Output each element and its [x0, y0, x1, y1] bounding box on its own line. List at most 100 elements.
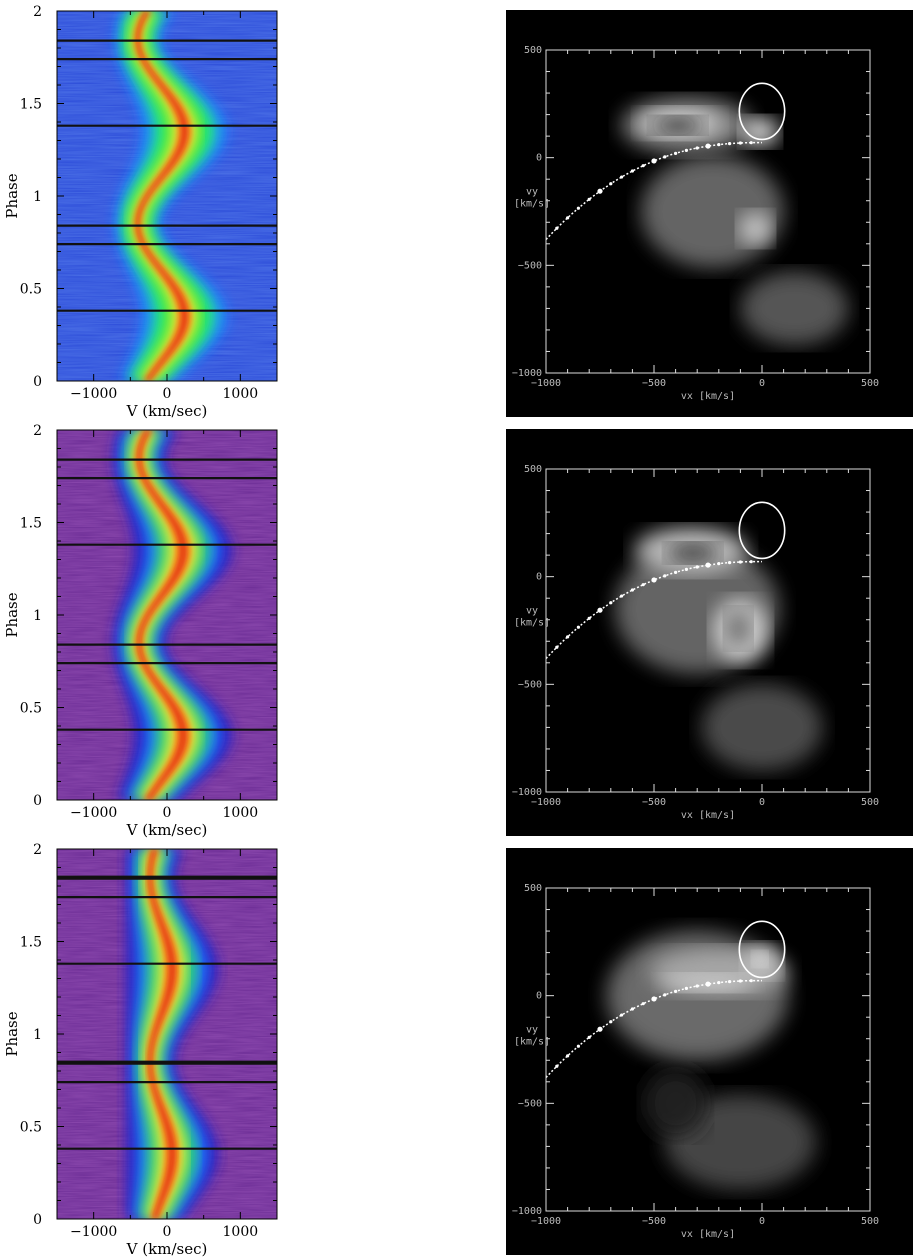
- x-tick-label: 1000: [223, 1224, 259, 1240]
- x-tick-label: −1000: [70, 386, 117, 402]
- y-tick-label: 0: [536, 572, 542, 583]
- x-axis-label: vx [km/s]: [681, 1229, 735, 1240]
- roche-lobe-circle: [738, 82, 786, 141]
- stream-marker: [630, 1007, 635, 1011]
- x-axis-label: V (km/sec): [126, 1240, 208, 1258]
- stream-marker: [609, 1020, 613, 1024]
- stream-marker: [728, 980, 732, 984]
- y-tick-label: 500: [524, 45, 542, 56]
- y-tick-label: −500: [518, 1098, 542, 1109]
- y-tick-label: 0.5: [20, 282, 42, 298]
- stream-marker: [705, 981, 711, 987]
- emission-blob: [666, 543, 719, 563]
- trailed-spectrum-panel-1: −1000 0 1000 0 0.5 1 1.5 2 V (km/sec) Phase: [3, 4, 278, 420]
- emission-band: [137, 849, 197, 1219]
- stream-marker: [717, 143, 721, 147]
- y-axis-label-unit: [km/s]: [514, 199, 550, 210]
- roche-lobe-circle: [738, 501, 786, 560]
- y-axis-label: Phase: [3, 1011, 21, 1056]
- y-tick-label: −500: [518, 679, 542, 690]
- tomogram-image: [621, 97, 849, 346]
- x-tick-label: −500: [642, 797, 666, 808]
- stream-marker: [695, 146, 699, 150]
- y-tick-label: −1000: [512, 368, 542, 379]
- emission-band: [145, 849, 181, 1219]
- x-tick-label: 0: [759, 1216, 765, 1227]
- stream-marker: [663, 155, 667, 159]
- x-tick-label: −500: [642, 378, 666, 389]
- stream-marker: [705, 562, 711, 568]
- stream-marker: [566, 216, 570, 220]
- y-axis-label-unit: [km/s]: [514, 1037, 550, 1048]
- x-axis-label: V (km/sec): [126, 821, 208, 839]
- y-tick-label: 0: [33, 1212, 42, 1228]
- doppler-tomogram-panel-2: −1000 −500 0 500 −1000 −500 0 500 vx [km/s] vy[km…: [506, 429, 913, 836]
- spectrum-image: [57, 849, 277, 1219]
- y-tick-label: 0: [536, 991, 542, 1002]
- y-tick-label: −500: [518, 260, 542, 271]
- stream-marker: [576, 1044, 581, 1048]
- y-tick-label: 0.5: [20, 701, 42, 717]
- stream-marker: [641, 1002, 645, 1006]
- y-tick-label: 2: [33, 423, 42, 439]
- x-tick-label: −1000: [531, 797, 561, 808]
- stream-marker: [663, 574, 667, 578]
- y-tick-label: 0.5: [20, 1120, 42, 1136]
- stream-marker: [597, 188, 603, 194]
- stream-marker: [749, 560, 753, 564]
- y-tick-label: 1: [33, 1027, 42, 1043]
- roche-lobe-circle: [738, 920, 786, 979]
- y-tick-label: 1.5: [20, 97, 42, 113]
- stream-marker: [728, 142, 732, 146]
- y-axis-label: Phase: [3, 592, 21, 637]
- y-axis-label: vy: [526, 1025, 538, 1036]
- y-axis-label: Phase: [3, 173, 21, 218]
- stream-marker: [566, 1054, 570, 1058]
- x-axis-label: vx [km/s]: [681, 391, 735, 402]
- y-axis-label-unit: [km/s]: [514, 618, 550, 629]
- doppler-tomogram-panel-3: −1000 −500 0 500 −1000 −500 0 500 vx [km/s] vy[km…: [506, 848, 913, 1255]
- y-tick-label: 0: [33, 793, 42, 809]
- emission-band: [135, 11, 189, 381]
- y-tick-label: 1.5: [20, 935, 42, 951]
- x-tick-label: 0: [759, 378, 765, 389]
- stream-marker: [597, 607, 603, 613]
- stream-marker: [651, 577, 657, 583]
- stream-marker: [684, 986, 689, 990]
- plot-frame: [545, 468, 871, 793]
- stream-marker: [738, 141, 743, 145]
- spectrum-image: [57, 11, 277, 381]
- stream-marker: [576, 206, 581, 210]
- y-tick-label: 0: [33, 374, 42, 390]
- x-tick-label: 500: [861, 1216, 879, 1227]
- ballistic-stream: [545, 141, 762, 241]
- x-tick-label: −500: [642, 1216, 666, 1227]
- stream-marker: [566, 635, 570, 639]
- y-axis-label: vy: [526, 606, 538, 617]
- stream-marker: [555, 645, 559, 649]
- stream-marker: [576, 625, 581, 629]
- y-tick-label: 0: [536, 153, 542, 164]
- ballistic-stream: [545, 560, 762, 660]
- emission-blob: [701, 684, 823, 771]
- stream-marker: [651, 996, 657, 1002]
- doppler-tomogram-panel-1: −1000 −500 0 500 −1000 −500 0 500 vx [km/s] vy[km…: [506, 10, 913, 417]
- emission-blob: [651, 116, 704, 135]
- stream-marker: [684, 567, 689, 571]
- stream-marker: [630, 588, 635, 592]
- x-tick-label: 0: [759, 797, 765, 808]
- tomogram-image: [615, 527, 823, 771]
- emission-blob: [740, 271, 849, 346]
- stream-marker: [674, 570, 678, 574]
- y-tick-label: 500: [524, 464, 542, 475]
- ballistic-stream: [545, 979, 762, 1079]
- stream-marker: [663, 993, 667, 997]
- spectrum-image: [57, 430, 277, 800]
- stream-marker: [620, 594, 624, 598]
- stream-marker: [717, 562, 721, 566]
- x-tick-label: 1000: [223, 805, 259, 821]
- emission-band: [142, 849, 187, 1219]
- plot-frame: [545, 49, 871, 374]
- stream-marker: [641, 583, 645, 587]
- y-tick-label: 1: [33, 189, 42, 205]
